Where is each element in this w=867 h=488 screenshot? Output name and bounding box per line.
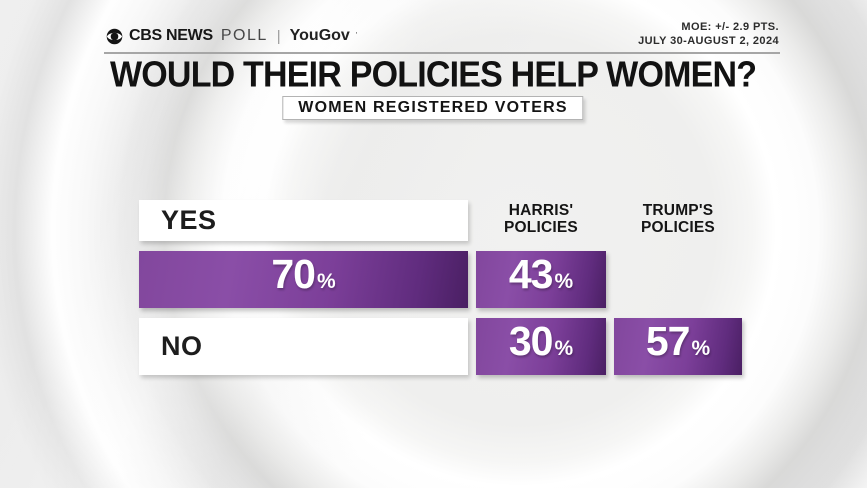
methodology-note: MOE: +/- 2.9 PTS. JULY 30-AUGUST 2, 2024 [638, 20, 779, 48]
cell-no-harris: 30 % [476, 318, 606, 375]
cell-yes-trump-value: 43 [508, 251, 554, 297]
column-header-trump-line1: TRUMP'S [642, 202, 714, 219]
column-header-trump-line2: POLICIES [641, 219, 715, 236]
brand-separator: | [276, 27, 281, 45]
yougov-trademark-tick: ' [355, 31, 358, 40]
column-header-harris-line2: POLICIES [504, 219, 578, 236]
population-badge: WOMEN REGISTERED VOTERS [282, 96, 584, 120]
moe-line: MOE: +/- 2.9 PTS. [681, 21, 779, 33]
cell-no-trump-value: 57 [645, 318, 691, 364]
cbs-news-wordmark: CBS NEWS [129, 27, 213, 44]
percent-symbol: % [554, 270, 574, 293]
column-header-trump: TRUMP'S POLICIES [614, 200, 742, 241]
field-dates: JULY 30-AUGUST 2, 2024 [638, 35, 779, 47]
percent-symbol: % [691, 337, 711, 360]
percent-symbol: % [554, 337, 574, 360]
page-title: WOULD THEIR POLICIES HELP WOMEN? [110, 55, 757, 95]
cell-yes-trump: 43 % [476, 251, 606, 308]
brand-lockup: CBS NEWS POLL | YouGov ' [106, 27, 357, 45]
column-header-harris: HARRIS' POLICIES [476, 200, 606, 241]
cell-no-trump: 57 % [614, 318, 742, 375]
row-label-yes: YES [139, 200, 468, 241]
yougov-wordmark: YouGov [289, 27, 350, 44]
header-divider-line [104, 52, 780, 54]
cell-no-harris-value: 30 [508, 318, 554, 364]
poll-wordmark: POLL [220, 27, 268, 44]
cbs-eye-icon [106, 28, 123, 45]
percent-symbol: % [316, 270, 336, 293]
column-header-harris-line1: HARRIS' [508, 202, 574, 219]
cell-yes-harris: 70 % [139, 251, 468, 308]
cell-yes-harris-value: 70 [271, 251, 316, 297]
poll-results-table: HARRIS' POLICIES TRUMP'S POLICIES YES 70… [139, 200, 742, 375]
row-label-no: NO [139, 318, 468, 375]
